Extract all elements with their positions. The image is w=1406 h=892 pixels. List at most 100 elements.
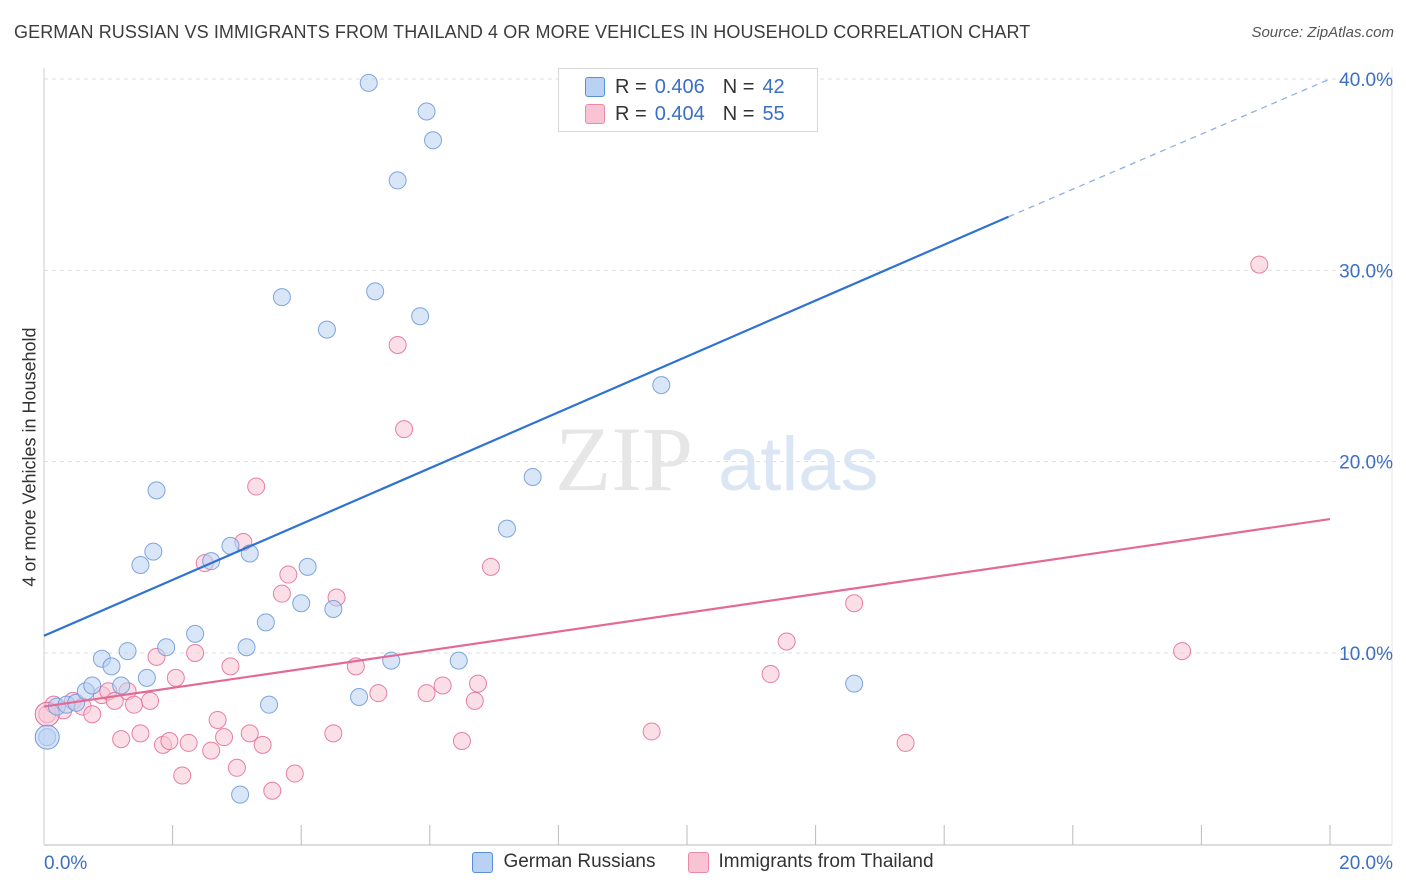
point-german-russians xyxy=(411,307,430,326)
legend-r-value: 0.406 xyxy=(654,75,705,98)
point-german-russians xyxy=(272,288,291,307)
watermark-zip: ZIP xyxy=(555,408,693,510)
point-thailand xyxy=(247,477,266,496)
point-thailand xyxy=(1173,642,1192,661)
legend-n-label: N = xyxy=(722,102,755,125)
point-german-russians xyxy=(260,695,279,714)
point-german-russians xyxy=(417,102,436,121)
watermark-atlas: atlas xyxy=(718,422,879,507)
point-german-russians xyxy=(366,282,385,301)
point-german-russians xyxy=(237,638,256,657)
point-german-russians xyxy=(144,542,163,561)
point-thailand xyxy=(777,632,796,651)
point-german-russians xyxy=(317,320,336,339)
point-thailand xyxy=(160,732,179,751)
legend-r-value: 0.404 xyxy=(654,102,705,125)
point-german-russians xyxy=(131,555,150,574)
x-tick-label: 20.0% xyxy=(1339,853,1393,874)
point-thailand xyxy=(125,695,144,714)
point-german-russians xyxy=(324,599,343,618)
point-thailand xyxy=(131,724,150,743)
legend-swatch-pink xyxy=(687,851,709,873)
point-thailand xyxy=(388,335,407,354)
point-thailand xyxy=(369,684,388,703)
y-tick-label: 40.0% xyxy=(1339,70,1393,91)
point-german-russians xyxy=(186,624,205,643)
point-thailand xyxy=(227,758,246,777)
point-thailand xyxy=(433,676,452,695)
point-thailand xyxy=(469,674,488,693)
legend-swatch-blue xyxy=(472,851,494,873)
legend-label-thailand: Immigrants from Thailand xyxy=(718,851,934,872)
trend-line-thailand xyxy=(43,517,1331,708)
point-thailand xyxy=(221,657,240,676)
legend-r-label: R = xyxy=(615,102,647,125)
point-thailand xyxy=(263,781,282,800)
point-thailand xyxy=(465,691,484,710)
point-thailand xyxy=(253,735,272,754)
y-axis-label: 4 or more Vehicles in Household xyxy=(19,327,40,587)
point-thailand xyxy=(166,668,185,687)
series-thailand-points xyxy=(34,255,1269,800)
point-thailand xyxy=(240,724,259,743)
point-german-russians xyxy=(523,467,542,486)
point-thailand xyxy=(272,584,291,603)
y-tick-label: 10.0% xyxy=(1339,644,1393,665)
x-tick-label: 0.0% xyxy=(44,853,87,874)
point-thailand xyxy=(896,733,915,752)
point-german-russians xyxy=(256,613,275,632)
point-german-russians xyxy=(449,651,468,670)
point-thailand xyxy=(395,420,414,439)
legend-n-label: N = xyxy=(722,75,755,98)
legend-n-value: 55 xyxy=(762,102,785,125)
y-tick-label: 30.0% xyxy=(1339,261,1393,282)
point-thailand xyxy=(215,728,234,747)
legend-box: R = 0.406 N = 42 R = 0.404 N = 55 xyxy=(558,68,818,132)
trend-line-german-russians-extension xyxy=(1008,78,1331,218)
point-thailand xyxy=(83,705,102,724)
legend-n-value: 42 xyxy=(762,75,785,98)
point-thailand xyxy=(173,766,192,785)
point-german-russians xyxy=(497,519,516,538)
point-thailand xyxy=(761,665,780,684)
point-german-russians xyxy=(137,668,156,687)
legend-row-german-russians: R = 0.406 N = 42 xyxy=(585,74,785,100)
point-german-russians xyxy=(147,481,166,500)
legend-label-german-russians: German Russians xyxy=(503,851,656,872)
point-german-russians xyxy=(83,676,102,695)
point-thailand xyxy=(642,722,661,741)
tick-labels: 10.0% 20.0% 30.0% 40.0% 0.0% 20.0% xyxy=(44,70,1393,874)
point-thailand xyxy=(208,710,227,729)
point-thailand xyxy=(417,684,436,703)
source-label: Source: ZipAtlas.com xyxy=(1251,24,1394,41)
legend-r-label: R = xyxy=(615,75,647,98)
point-thailand xyxy=(202,741,221,760)
point-thailand xyxy=(324,724,343,743)
point-german-russians xyxy=(350,688,369,707)
legend-swatch-blue xyxy=(585,77,605,97)
point-german-russians xyxy=(298,557,317,576)
watermark: ZIP atlas xyxy=(555,408,879,510)
point-thailand xyxy=(452,732,471,751)
point-thailand xyxy=(186,644,205,662)
point-german-russians xyxy=(424,131,443,150)
point-german-russians xyxy=(157,638,176,657)
legend-item-german-russians: German Russians xyxy=(472,851,656,873)
point-german-russians xyxy=(845,674,864,693)
point-german-russians xyxy=(118,642,137,661)
point-german-russians xyxy=(112,676,131,695)
point-german-russians xyxy=(102,657,121,676)
trend-line-german-russians xyxy=(43,215,1009,637)
point-thailand xyxy=(279,565,298,584)
point-thailand xyxy=(179,733,198,752)
point-thailand xyxy=(285,764,304,783)
point-german-russians xyxy=(388,171,407,190)
axes xyxy=(43,68,1393,846)
point-thailand xyxy=(112,730,131,749)
point-thailand xyxy=(1250,255,1269,274)
legend-swatch-pink xyxy=(585,104,605,124)
point-german-russians xyxy=(231,785,250,804)
point-thailand xyxy=(481,557,500,576)
point-thailand xyxy=(845,594,864,613)
